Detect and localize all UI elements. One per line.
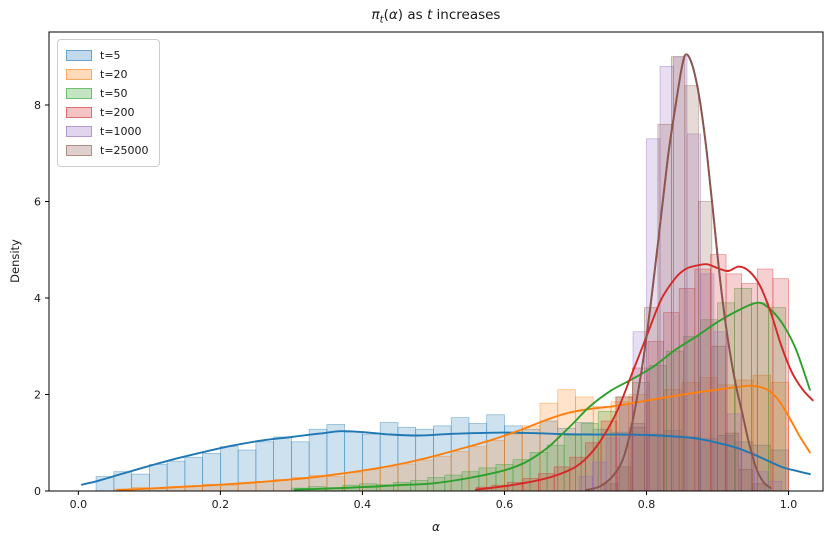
x-tick-label: 0.4 bbox=[354, 498, 372, 511]
legend-label: t=200 bbox=[100, 106, 135, 119]
hist-bar-t-25000 bbox=[698, 201, 713, 492]
y-tick-label: 8 bbox=[34, 99, 41, 112]
legend-label: t=5 bbox=[100, 49, 121, 62]
chart-title-part: α bbox=[388, 7, 398, 23]
legend-swatch-icon bbox=[66, 126, 92, 137]
legend: t=5 t=20 t=50 t=200 t=1000 t=25000 bbox=[57, 39, 160, 167]
legend-swatch-icon bbox=[66, 145, 92, 156]
chart-title-part: ( bbox=[383, 7, 389, 23]
chart-title-part: π bbox=[371, 7, 380, 23]
kde-curve-t-200 bbox=[475, 263, 814, 491]
hist-bar-t-25000 bbox=[630, 423, 645, 492]
chart-title-part: t bbox=[379, 14, 384, 26]
chart-title: πt(α) as t increases bbox=[49, 7, 823, 26]
kde-curve-t-25000 bbox=[585, 53, 772, 491]
hist-bar-t-50 bbox=[410, 480, 429, 492]
hist-bar-t-25000 bbox=[711, 345, 726, 492]
x-tick-label: 0.2 bbox=[212, 498, 230, 511]
hist-bar-t-25000 bbox=[751, 483, 767, 492]
hist-bar-t-25000 bbox=[684, 85, 699, 492]
x-axis-label: α bbox=[432, 520, 440, 534]
legend-item-t-20: t=20 bbox=[66, 65, 149, 84]
hist-bar-t-20 bbox=[220, 484, 239, 492]
legend-swatch-icon bbox=[66, 69, 92, 80]
y-tick-label: 2 bbox=[34, 389, 41, 402]
chart-title-part: t bbox=[426, 7, 433, 23]
x-tick-label: 0.0 bbox=[70, 498, 88, 511]
legend-item-t-25000: t=25000 bbox=[66, 141, 149, 160]
plot-frame bbox=[48, 31, 824, 492]
chart-title-part: ) bbox=[397, 7, 404, 23]
kde-curve-t-50 bbox=[293, 301, 811, 491]
hist-bar-t-25000 bbox=[617, 466, 632, 492]
legend-swatch-icon bbox=[66, 107, 92, 118]
y-tick-label: 0 bbox=[34, 485, 41, 498]
legend-label: t=25000 bbox=[100, 144, 149, 157]
legend-label: t=1000 bbox=[100, 125, 142, 138]
x-tick-label: 0.8 bbox=[638, 498, 656, 511]
legend-list: t=5 t=20 t=50 t=200 t=1000 t=25000 bbox=[66, 46, 149, 160]
legend-item-t-50: t=50 bbox=[66, 84, 149, 103]
hist-bar-t-1000 bbox=[767, 481, 782, 492]
x-tick-label: 1.0 bbox=[780, 498, 798, 511]
legend-label: t=50 bbox=[100, 87, 128, 100]
kde-curve-t-20 bbox=[116, 384, 811, 491]
y-tick-label: 4 bbox=[34, 292, 41, 305]
legend-label: t=20 bbox=[100, 68, 128, 81]
hist-bar-t-50 bbox=[393, 481, 412, 492]
kde-curve-t-5 bbox=[80, 430, 811, 486]
y-axis-label: Density bbox=[8, 239, 22, 283]
legend-swatch-icon bbox=[66, 88, 92, 99]
hist-bar-t-20 bbox=[237, 482, 257, 492]
hist-bar-t-25000 bbox=[724, 432, 740, 492]
legend-item-t-200: t=200 bbox=[66, 103, 149, 122]
chart-title-part: increases bbox=[432, 7, 501, 23]
chart-title-part: as bbox=[403, 7, 427, 23]
y-tick-label: 6 bbox=[34, 196, 41, 209]
hist-bar-t-25000 bbox=[603, 483, 618, 492]
hist-bar-t-200 bbox=[772, 278, 789, 492]
legend-item-t-5: t=5 bbox=[66, 46, 149, 65]
legend-item-t-1000: t=1000 bbox=[66, 122, 149, 141]
legend-swatch-icon bbox=[66, 50, 92, 61]
hist-bar-t-50 bbox=[444, 474, 463, 492]
hist-bar-t-25000 bbox=[738, 468, 753, 492]
x-tick-label: 0.6 bbox=[496, 498, 514, 511]
